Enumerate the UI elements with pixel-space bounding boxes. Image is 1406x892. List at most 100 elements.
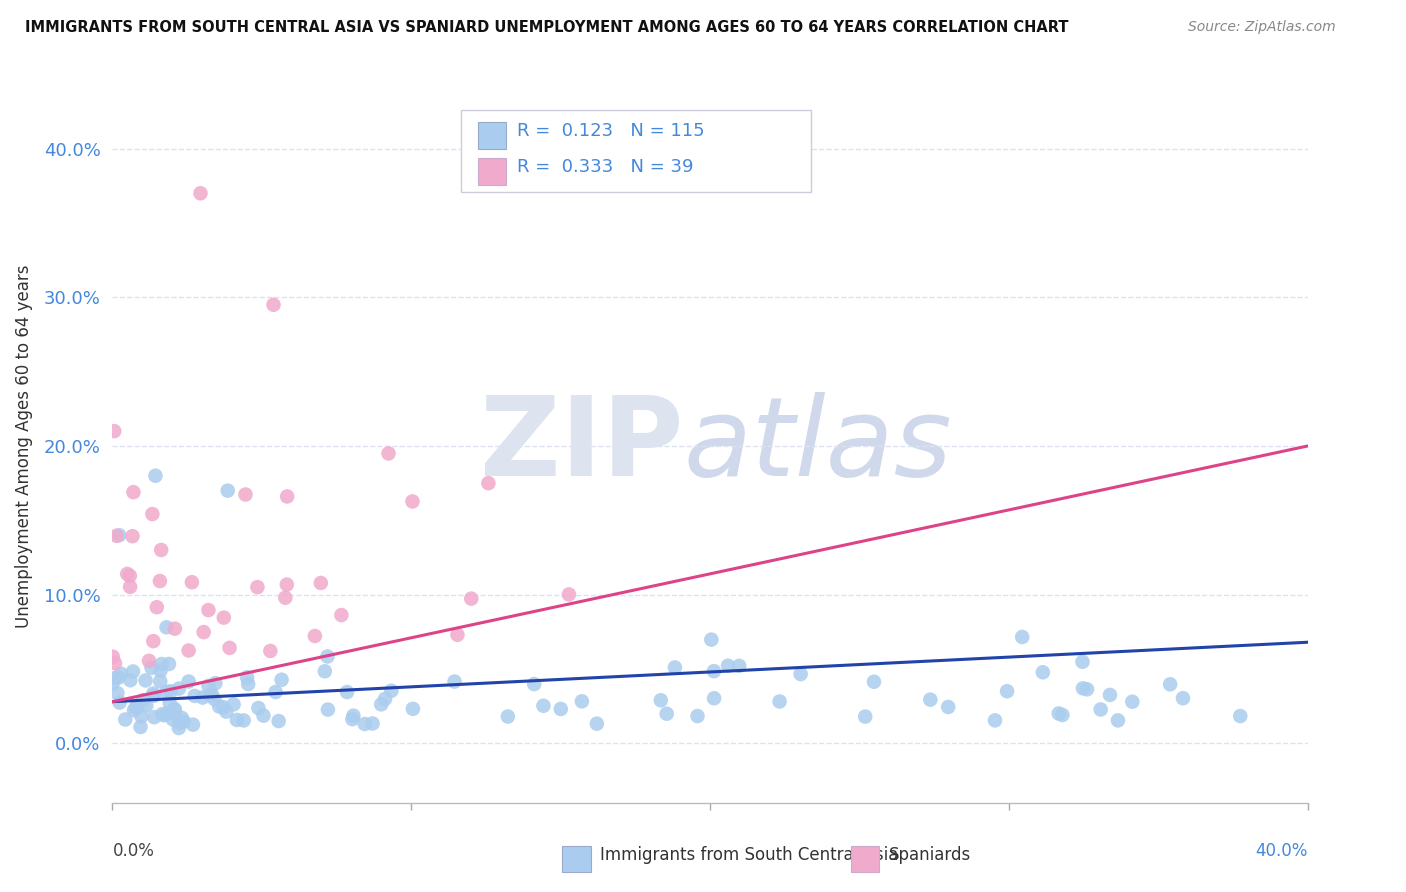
Point: [936, 700, 959, 714]
Point: [700, 632, 723, 647]
Point: [531, 698, 554, 713]
Point: [225, 713, 247, 727]
Point: [238, 677, 260, 691]
Text: R =  0.333   N = 39: R = 0.333 N = 39: [517, 158, 695, 176]
Text: atlas: atlas: [683, 392, 952, 500]
Point: [141, 661, 163, 675]
Point: [150, 543, 173, 558]
Text: IMMIGRANTS FROM SOUTH CENTRAL ASIA VS SPANIARD UNEMPLOYMENT AMONG AGES 60 TO 64 : IMMIGRANTS FROM SOUTH CENTRAL ASIA VS SP…: [25, 20, 1069, 35]
Point: [191, 690, 214, 705]
Point: [138, 654, 160, 668]
Point: [155, 685, 177, 699]
Point: [180, 575, 202, 590]
Point: [267, 714, 290, 728]
Point: [664, 660, 686, 674]
Point: [142, 689, 165, 703]
Point: [149, 664, 172, 678]
Point: [131, 709, 153, 723]
Point: [150, 707, 173, 722]
Point: [122, 485, 145, 500]
Point: [1098, 688, 1121, 702]
Point: [377, 446, 399, 460]
Point: [703, 691, 725, 706]
Point: [181, 717, 204, 731]
Point: [353, 717, 375, 731]
Point: [316, 702, 339, 716]
Point: [202, 692, 225, 706]
Point: [496, 709, 519, 723]
Point: [157, 657, 180, 671]
Point: [263, 298, 285, 312]
Point: [120, 673, 142, 688]
Point: [370, 698, 392, 712]
Point: [550, 702, 572, 716]
Point: [920, 692, 942, 706]
Point: [149, 674, 172, 689]
Point: [1171, 691, 1194, 706]
Point: [120, 580, 142, 594]
Point: [198, 688, 221, 702]
Point: [217, 483, 239, 498]
Point: [204, 676, 226, 690]
Point: [173, 714, 195, 729]
Point: [523, 677, 546, 691]
Point: [190, 186, 212, 201]
Point: [132, 693, 155, 707]
Point: [380, 683, 402, 698]
Point: [276, 577, 298, 591]
Point: [170, 711, 193, 725]
Point: [443, 674, 465, 689]
Point: [1229, 709, 1251, 723]
Point: [655, 706, 678, 721]
Point: [401, 494, 423, 508]
Point: [177, 674, 200, 689]
Point: [309, 576, 332, 591]
Point: [135, 673, 157, 688]
Point: [460, 591, 482, 606]
Point: [156, 706, 179, 721]
Point: [571, 694, 593, 708]
Point: [1090, 702, 1112, 716]
Point: [222, 698, 245, 712]
Point: [446, 628, 468, 642]
Point: [167, 716, 190, 731]
Point: [1071, 655, 1094, 669]
Point: [314, 665, 336, 679]
Point: [107, 671, 129, 685]
Text: R =  0.123   N = 115: R = 0.123 N = 115: [517, 122, 704, 140]
Point: [1107, 714, 1129, 728]
Point: [336, 685, 359, 699]
Text: 40.0%: 40.0%: [1256, 842, 1308, 860]
Point: [259, 644, 281, 658]
Point: [1076, 682, 1098, 697]
Point: [789, 667, 811, 681]
Point: [103, 424, 125, 438]
Point: [304, 629, 326, 643]
Text: Source: ZipAtlas.com: Source: ZipAtlas.com: [1188, 20, 1336, 34]
Point: [218, 640, 240, 655]
Point: [1052, 708, 1074, 723]
Point: [768, 694, 790, 708]
Point: [118, 569, 141, 583]
Point: [316, 649, 339, 664]
Point: [1011, 630, 1033, 644]
Point: [159, 696, 181, 710]
Point: [159, 684, 181, 698]
Point: [995, 684, 1018, 698]
Point: [197, 679, 219, 693]
Point: [247, 701, 270, 715]
Point: [863, 674, 886, 689]
Point: [276, 490, 298, 504]
Point: [163, 703, 186, 717]
Text: Immigrants from South Central Asia: Immigrants from South Central Asia: [600, 846, 898, 863]
Point: [167, 721, 190, 735]
Point: [101, 676, 124, 690]
Point: [153, 708, 176, 723]
Point: [728, 659, 751, 673]
Point: [200, 687, 222, 701]
Point: [215, 705, 238, 719]
Point: [274, 591, 297, 605]
Point: [208, 699, 231, 714]
Point: [145, 468, 167, 483]
Point: [110, 666, 132, 681]
